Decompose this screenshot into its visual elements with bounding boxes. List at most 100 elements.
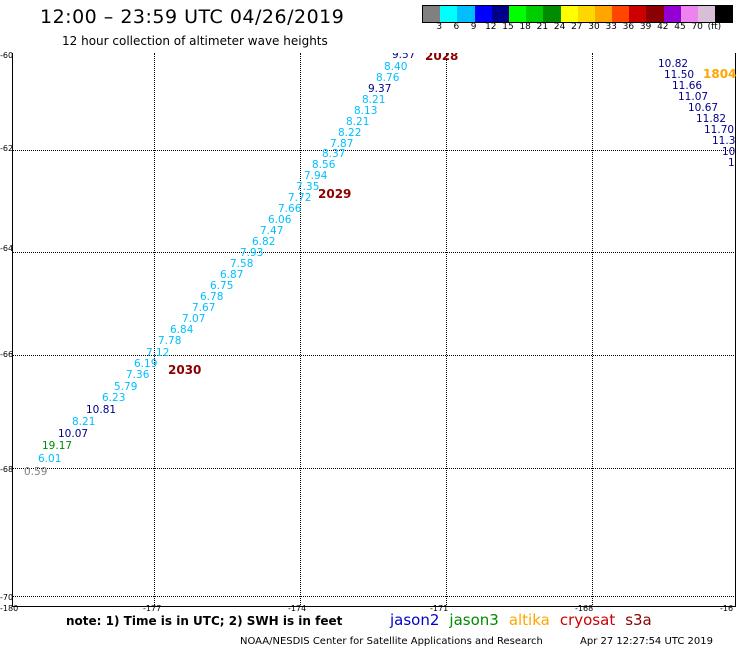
map-plot-area: 9.57 8.40 8.76 9.37 8.21 8.13 8.21 8.22 7.87 8.37… [12,53,736,607]
wave-height-value: 7.47 [260,225,284,237]
color-scale-bar [422,5,734,23]
wave-height-value: 7.07 [182,313,206,325]
track-time-label: 2028 [425,53,459,63]
wave-height-value: 11.07 [678,91,709,103]
color-swatch [526,6,544,22]
wave-height-value: 8.21 [72,416,96,428]
wave-height-value: 6.75 [210,280,234,292]
wave-height-value: 6.06 [268,214,292,226]
credit-text: NOAA/NESDIS Center for Satellite Applica… [240,636,543,647]
longitude-tick-label: -177 [143,604,162,613]
latitude-gridline [12,468,736,469]
color-swatch [663,6,681,22]
wave-height-value: 8.21 [362,94,386,106]
wave-height-value: 8.37 [322,148,346,160]
wave-height-value: 10.82 [658,58,689,70]
latitude-gridline [12,252,736,253]
wave-height-value: 11.3 [712,135,736,147]
wave-height-value: 10. [722,146,736,158]
latitude-tick-label: -68 [0,465,14,474]
track-time-label: 2030 [168,363,202,377]
latitude-gridline [12,355,736,356]
legend-item-s3a: s3a [625,611,652,629]
wave-height-value: 7.67 [192,302,216,314]
color-swatch [543,6,561,22]
color-scale-label: 39 [639,22,652,32]
wave-height-value: 8.13 [354,105,378,117]
longitude-tick-label: -171 [430,604,449,613]
legend-item-jason2: jason2 [390,611,440,629]
wave-height-value: 11.82 [696,113,727,125]
latitude-tick-label: -70 [0,593,14,602]
color-swatch [629,6,647,22]
longitude-gridline [300,53,301,607]
generated-timestamp: Apr 27 12:27:54 UTC 2019 [580,636,713,647]
wave-height-value: 7.93 [240,247,264,259]
wave-height-value: 8.56 [312,159,336,171]
color-scale-label: 24 [553,22,566,32]
wave-height-value: 10.07 [58,428,89,440]
color-swatch [440,6,458,22]
wave-height-value: 6.19 [134,358,158,370]
wave-height-value: 8.76 [376,72,400,84]
color-swatch [457,6,475,22]
latitude-tick-label: -60 [0,51,14,60]
color-scale-label: 18 [519,22,531,32]
latitude-tick-label: -64 [0,244,14,253]
wave-height-value: 11.70 [704,124,735,136]
wave-height-value: 6.01 [38,453,62,465]
longitude-tick-label: -16 [720,604,734,613]
wave-height-value: 19.17 [42,440,73,452]
wave-height-value: 10.67 [688,102,719,114]
color-scale-label: 9 [470,22,477,32]
longitude-gridline [154,53,155,607]
color-scale-label: (ft) [707,22,722,32]
color-swatch [646,6,664,22]
color-swatch [612,6,630,22]
longitude-tick-label: -180 [0,604,19,613]
page-subtitle: 12 hour collection of altimeter wave hei… [62,34,328,48]
wave-height-value: 11.66 [672,80,703,92]
latitude-gridline [12,150,736,151]
wave-height-value: 8.22 [338,127,362,139]
latitude-gridline [12,596,736,597]
wave-height-value: 8.40 [384,61,408,73]
color-scale-label: 30 [588,22,600,32]
wave-height-value: 7.66 [278,203,302,215]
wave-height-value: 5.79 [114,381,138,393]
wave-height-value: 6.87 [220,269,244,281]
color-swatch [560,6,578,22]
wave-height-value: 7.12 [146,347,170,359]
latitude-tick-label: -66 [0,350,14,359]
color-scale-label: 36 [622,22,635,32]
color-scale-label: 6 [453,22,460,32]
page-title: 12:00 – 23:59 UTC 04/26/2019 [40,6,345,28]
wave-height-value: 7.72 [288,192,312,204]
color-scale-label: 27 [571,22,583,32]
color-swatch [423,6,441,22]
satellite-legend: jason2 jason3 altika cryosat s3a [390,611,662,629]
color-swatch [508,6,527,22]
wave-height-value: 7.35 [296,181,320,193]
wave-height-value: 6.82 [252,236,276,248]
color-scale-label: 33 [605,22,617,32]
wave-height-value: 7.94 [304,170,328,182]
wave-height-value: 7.78 [158,335,182,347]
color-swatch [715,6,733,22]
color-scale-label: 45 [674,22,686,32]
legend-item-jason3: jason3 [449,611,499,629]
wave-height-value: 6.84 [170,324,194,336]
longitude-tick-label: -174 [288,604,307,613]
track-time-label: 1804 [703,67,736,81]
wave-height-value: 6.23 [102,392,126,404]
color-swatch [474,6,492,22]
longitude-gridline [446,53,447,607]
color-scale-label: 12 [485,22,497,32]
wave-height-value: 9.37 [368,83,392,95]
wave-height-value: 8.21 [346,116,370,128]
color-swatch [577,6,595,22]
map-frame [12,53,736,607]
wave-height-value: 0.59 [24,466,48,478]
wave-height-value: 11.50 [664,69,695,81]
footer-note: note: 1) Time is in UTC; 2) SWH is in fe… [66,614,343,628]
